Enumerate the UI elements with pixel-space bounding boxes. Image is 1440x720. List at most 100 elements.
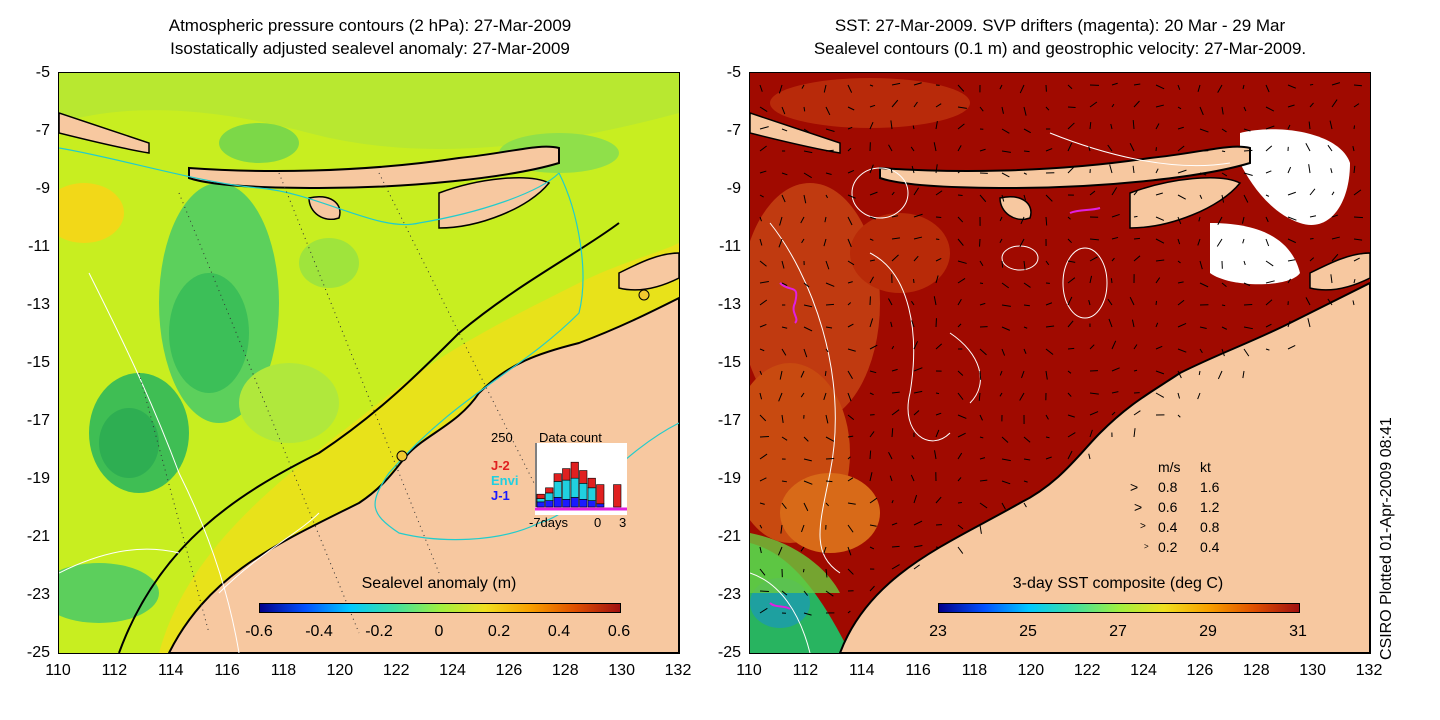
- velocity-arrow: [847, 84, 853, 93]
- speed-legend-header-kt: kt: [1200, 459, 1211, 475]
- velocity-arrow: [935, 258, 942, 262]
- inset-xlabel-zero: 0: [594, 515, 602, 530]
- velocity-arrow: [1067, 106, 1076, 109]
- velocity-arrow: [759, 106, 768, 112]
- velocity-arrow: [1327, 298, 1333, 306]
- velocity-arrow: [1155, 168, 1159, 174]
- velocity-arrow: [823, 84, 827, 93]
- velocity-arrow: [847, 610, 851, 614]
- velocity-arrow: [781, 414, 784, 423]
- velocity-arrow: [781, 590, 788, 596]
- velocity-arrow: [759, 194, 764, 198]
- velocity-arrow: [957, 106, 967, 109]
- velocity-arrow: [759, 477, 767, 482]
- velocity-arrow: [957, 432, 966, 438]
- latitude-tick-label: -25: [26, 644, 50, 661]
- latitude-tick-label: -5: [726, 64, 741, 81]
- velocity-arrow: [1265, 84, 1270, 93]
- latitude-tick-label: -25: [717, 644, 741, 661]
- velocity-arrow: [1331, 253, 1339, 262]
- velocity-arrow: [869, 104, 876, 108]
- velocity-arrow: [1019, 392, 1025, 401]
- histogram-bar-j1: [587, 500, 596, 508]
- velocity-arrow: [1307, 318, 1311, 328]
- velocity-arrow: [1067, 414, 1075, 418]
- velocity-arrow: [1089, 190, 1096, 196]
- velocity-arrow: [759, 145, 767, 152]
- velocity-arrow: [957, 414, 967, 419]
- velocity-arrow: [779, 216, 783, 226]
- velocity-arrow: [1265, 170, 1272, 174]
- velocity-arrow: [869, 344, 878, 350]
- velocity-arrow: [1177, 322, 1187, 328]
- velocity-arrow: [979, 524, 982, 534]
- sealevel-colorbar-tick: -0.2: [365, 623, 393, 640]
- histogram-bar-j2: [570, 461, 579, 479]
- velocity-arrow: [781, 326, 788, 329]
- velocity-arrow: [759, 453, 768, 460]
- velocity-arrow: [1177, 145, 1185, 152]
- velocity-arrow: [979, 194, 987, 203]
- velocity-arrow: [1067, 296, 1073, 306]
- velocity-arrow: [1133, 100, 1140, 108]
- velocity-arrow: [1107, 298, 1113, 306]
- sealevel-colorbar-tick: 0.4: [547, 623, 571, 640]
- velocity-arrow: [1023, 304, 1030, 307]
- sst-colorbar-tick: 31: [1289, 623, 1307, 640]
- velocity-arrow: [1243, 282, 1251, 287]
- velocity-arrow: [1155, 192, 1163, 196]
- velocity-arrow: [1221, 282, 1227, 288]
- histogram-bar-j2: [553, 473, 562, 482]
- inset-xlabel-start: -7days: [529, 515, 569, 530]
- velocity-arrow: [781, 348, 787, 356]
- velocity-arrow: [1197, 238, 1201, 246]
- latitude-tick-label: -15: [26, 354, 50, 371]
- velocity-arrow: [1199, 106, 1204, 116]
- longitude-tick-label: 130: [1299, 662, 1326, 679]
- velocity-arrow: [935, 429, 940, 438]
- velocity-arrow: [1001, 128, 1010, 134]
- velocity-arrow: [801, 238, 805, 244]
- velocity-arrow: [1242, 84, 1245, 90]
- velocity-arrow: [847, 238, 852, 248]
- inset-legend-j2: J-2: [491, 458, 510, 473]
- velocity-arrow: [935, 275, 939, 284]
- histogram-bar-envi: [562, 479, 571, 500]
- velocity-arrow: [1309, 83, 1314, 86]
- velocity-arrow: [1177, 348, 1187, 353]
- sealevel-colorbar-tick: 0.6: [607, 623, 631, 640]
- velocity-arrow: [1129, 143, 1135, 152]
- velocity-arrow: [759, 436, 769, 438]
- velocity-arrow: [935, 164, 938, 174]
- histogram-bar-j2: [587, 477, 596, 489]
- velocity-arrow: [957, 370, 964, 376]
- velocity-arrow: [847, 524, 854, 533]
- longitude-tick-label: 132: [664, 662, 692, 679]
- velocity-arrow: [1308, 164, 1311, 174]
- velocity-arrow: [1329, 120, 1333, 130]
- velocity-arrow: [1001, 348, 1006, 356]
- velocity-arrow: [1353, 84, 1362, 87]
- velocity-arrow: [803, 282, 810, 288]
- velocity-arrow: [1020, 216, 1025, 225]
- velocity-arrow: [823, 546, 827, 554]
- velocity-arrow: [1221, 172, 1228, 177]
- velocity-arrow: [957, 392, 964, 400]
- velocity-arrow: [1023, 172, 1027, 175]
- velocity-arrow: [847, 414, 855, 421]
- velocity-arrow: [891, 409, 900, 416]
- velocity-arrow: [803, 150, 813, 154]
- velocity-arrow: [847, 392, 852, 402]
- histogram-bar-j2: [579, 470, 588, 484]
- velocity-arrow: [935, 392, 940, 395]
- velocity-arrow: [1045, 260, 1050, 266]
- velocity-arrow: [803, 458, 812, 462]
- velocity-arrow: [1331, 214, 1339, 218]
- velocity-arrow: [1221, 326, 1228, 330]
- velocity-arrow: [934, 450, 937, 460]
- velocity-arrow: [781, 128, 788, 132]
- velocity-arrow: [781, 260, 785, 269]
- velocity-arrow: [1111, 340, 1117, 350]
- velocity-arrow: [825, 436, 835, 442]
- velocity-arrow: [1023, 348, 1027, 354]
